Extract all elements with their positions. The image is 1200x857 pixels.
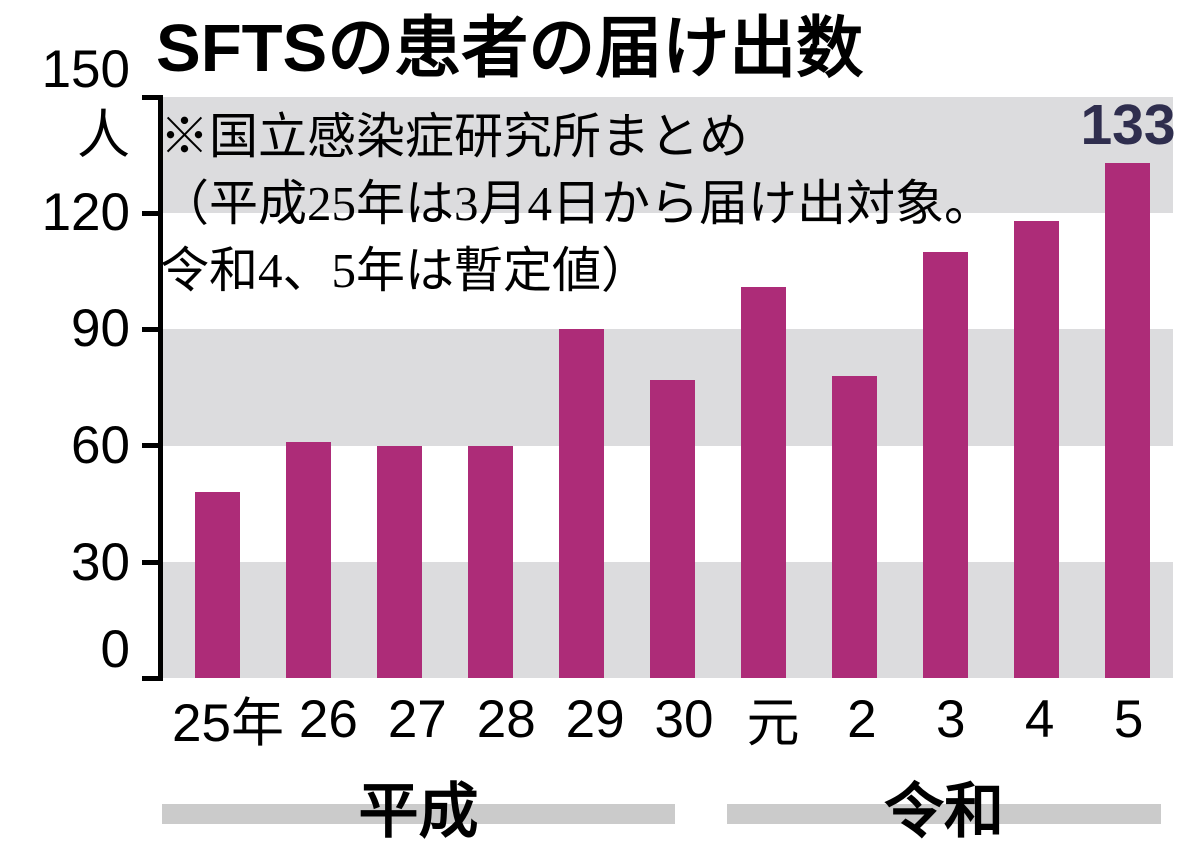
- y-axis-unit-label: 人: [77, 106, 130, 165]
- source-note-line-1: ※国立感染症研究所まとめ: [160, 109, 749, 164]
- bar-slot: [354, 97, 445, 678]
- bar-slot: [172, 97, 263, 678]
- bar-slot: [445, 97, 536, 678]
- y-tick-label-30: 30: [71, 533, 130, 592]
- era-group-heisei: 平成: [162, 772, 675, 857]
- era-band-reiwa: [727, 804, 1161, 824]
- x-tick-label: 3: [936, 689, 966, 749]
- y-axis-tick: [142, 211, 159, 216]
- y-axis-tick: [142, 327, 159, 332]
- bar-29: [559, 329, 604, 678]
- bar-5: [1105, 162, 1150, 678]
- x-tick-label: 5: [1113, 689, 1144, 749]
- bar-slot: [991, 97, 1082, 678]
- x-tick-label: 27: [387, 689, 447, 749]
- grid-band-120-150: [163, 97, 1173, 214]
- bar-3: [923, 251, 968, 678]
- bar-slot: [1082, 97, 1173, 678]
- bar-元: [741, 286, 786, 678]
- x-tick-label: 4: [1024, 689, 1055, 749]
- chart-title: SFTSの患者の届け出数: [156, 11, 864, 86]
- y-tick-label-90: 90: [71, 299, 130, 358]
- x-tick-label: 28: [476, 689, 536, 749]
- bar-slot: [263, 97, 354, 678]
- era-label-heisei: 平成: [358, 778, 479, 845]
- x-tick-label: 25年: [172, 694, 284, 753]
- y-axis: 150 人 120 90 60 30 0: [0, 0, 140, 700]
- y-axis-tick: [142, 676, 159, 681]
- bar-28: [468, 445, 513, 678]
- bar-25年: [195, 492, 240, 678]
- era-label-reiwa: 令和: [884, 778, 1004, 845]
- y-tick-label-120: 120: [41, 183, 130, 242]
- y-tick-label-0: 0: [100, 620, 130, 679]
- bar-slot: [809, 97, 900, 678]
- bar-26: [286, 441, 331, 678]
- bars: [163, 97, 1173, 678]
- y-tick-label-150: 150: [41, 40, 130, 99]
- bar-slot: [536, 97, 627, 678]
- source-note-line-3: 令和4、5年は暫定値）: [160, 243, 651, 298]
- bar-slot: [718, 97, 809, 678]
- source-note-line-2: （平成25年は3月4日から届け出対象。: [160, 176, 994, 231]
- y-axis-tick: [142, 95, 159, 100]
- max-value-label: 133: [1080, 93, 1176, 157]
- x-tick-label: 元: [746, 694, 800, 753]
- bar-slot: [627, 97, 718, 678]
- source-note: ※国立感染症研究所まとめ （平成25年は3月4日から届け出対象。 令和4、5年は…: [160, 103, 993, 304]
- bar-slot: [900, 97, 991, 678]
- x-tick-label: 2: [847, 689, 877, 749]
- era-group-reiwa: 令和: [727, 772, 1161, 857]
- x-axis-labels: 25年 26 27 28 29 30 元 2 3 4 5: [163, 686, 1173, 754]
- bar-27: [377, 445, 422, 678]
- bar-30: [650, 379, 695, 678]
- era-band-heisei: [162, 804, 675, 824]
- x-tick-label: 30: [654, 689, 714, 749]
- x-tick-label: 26: [298, 689, 358, 749]
- y-axis-tick: [142, 560, 159, 565]
- bar-2: [832, 375, 877, 678]
- y-axis-tick: [142, 443, 159, 448]
- x-tick-label: 29: [565, 689, 625, 749]
- y-tick-label-60: 60: [71, 416, 130, 475]
- y-axis-line: [158, 95, 163, 681]
- plot-area: [163, 97, 1173, 678]
- bar-4: [1014, 220, 1059, 678]
